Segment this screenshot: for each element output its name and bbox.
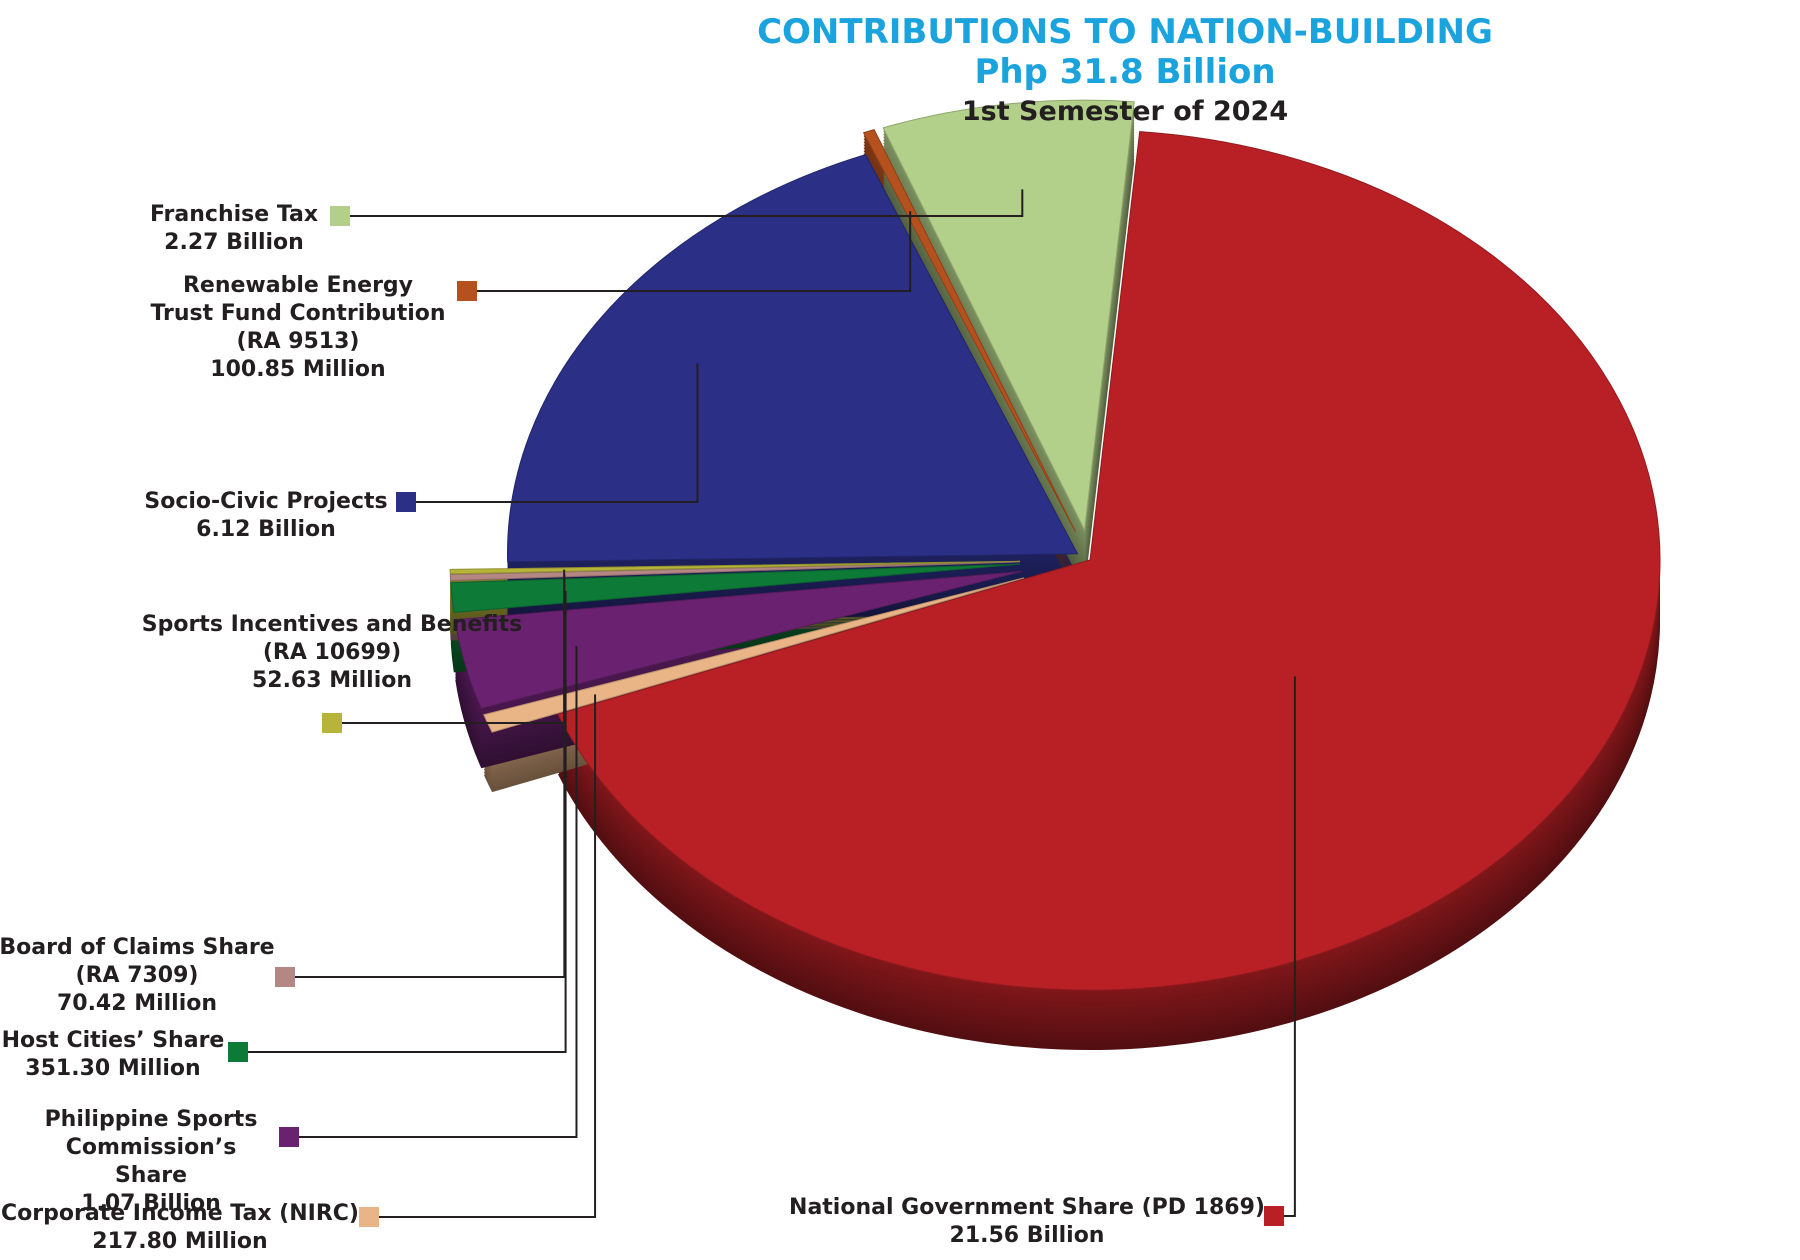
chart-subtitle: Php 31.8 Billion: [974, 52, 1276, 92]
slice: [557, 131, 1661, 991]
slice-label: Franchise Tax 2.27 Billion: [134, 201, 334, 257]
slice: [454, 570, 1022, 709]
leader-line: [340, 189, 1024, 217]
chart-period: 1st Semester of 2024: [961, 96, 1289, 127]
legend-swatch: [275, 967, 295, 987]
value-label: 217.80 Million: [92, 1229, 268, 1254]
category-label: Corporate Income Tax (NIRC): [1, 1201, 359, 1226]
slice-label: Renewable Energy Trust Fund Contribution…: [148, 272, 448, 384]
slice: [862, 129, 1076, 533]
category-label: Renewable Energy Trust Fund Contribution…: [150, 273, 446, 354]
slice-label: Socio-Civic Projects 6.12 Billion: [131, 488, 401, 544]
value-label: 6.12 Billion: [196, 517, 336, 542]
value-label: 351.30 Million: [25, 1056, 201, 1081]
value-label: 100.85 Million: [210, 357, 386, 382]
category-label: Franchise Tax: [149, 202, 319, 227]
category-label: National Government Share (PD 1869): [789, 1195, 1265, 1220]
category-label: Sports Incentives and Benefits (RA 10699…: [141, 612, 523, 665]
leader-line: [238, 590, 567, 1053]
leader-line: [289, 645, 578, 1138]
legend-swatch: [396, 492, 416, 512]
slice-label: National Government Share (PD 1869) 21.56…: [767, 1194, 1287, 1250]
slice: [882, 99, 1135, 532]
leader-line: [332, 569, 566, 724]
legend-swatch: [279, 1127, 299, 1147]
slice: [449, 560, 1021, 575]
legend-swatch: [457, 281, 477, 301]
value-label: 70.42 Million: [56, 991, 218, 1016]
slice: [450, 563, 1021, 613]
category-label: Socio-Civic Projects: [144, 489, 388, 514]
leader-line: [406, 363, 699, 503]
slice-label: Philippine Sports Commission’s Share 1.07…: [31, 1106, 271, 1218]
slice-label: Host Cities’ Share 351.30 Million: [0, 1027, 228, 1083]
value-label: 21.56 Billion: [949, 1223, 1105, 1248]
legend-swatch: [1264, 1206, 1284, 1226]
value-label: 52.63 Million: [251, 668, 413, 693]
slice-label: Corporate Income Tax (NIRC) 217.80 Millio…: [0, 1200, 360, 1256]
slice-label: Board of Claims Share (RA 7309) 70.42 Mil…: [0, 934, 282, 1018]
legend-swatch: [322, 713, 342, 733]
slice-label: Sports Incentives and Benefits (RA 10699…: [132, 611, 532, 695]
leader-line: [369, 694, 597, 1218]
slice: [507, 153, 1079, 563]
legend-swatch: [228, 1042, 248, 1062]
value-label: 1.07 Billion: [81, 1191, 221, 1216]
category-label: Board of Claims Share (RA 7309): [0, 935, 275, 988]
legend-swatch: [359, 1207, 379, 1227]
slice: [449, 561, 1021, 582]
category-label: Host Cities’ Share: [1, 1028, 225, 1053]
legend-swatch: [330, 206, 350, 226]
category-label: Philippine Sports Commission’s Share: [44, 1107, 258, 1188]
leader-line: [467, 211, 912, 292]
value-label: 2.27 Billion: [164, 230, 304, 255]
chart-title: CONTRIBUTIONS TO NATION-BUILDING: [757, 12, 1493, 52]
